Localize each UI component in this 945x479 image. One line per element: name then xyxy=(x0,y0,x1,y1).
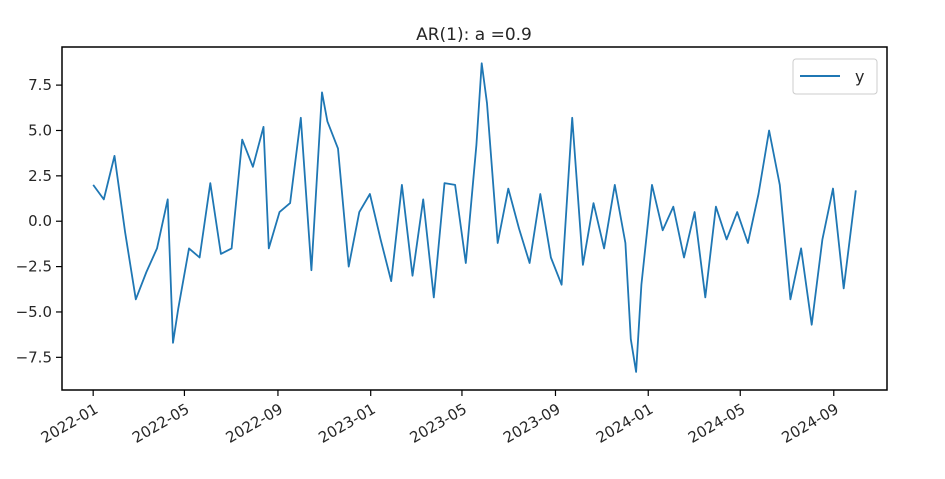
series-line-y xyxy=(92,62,857,373)
x-tick-label: 2024-01 xyxy=(593,400,656,447)
x-tick-label: 2024-09 xyxy=(778,400,841,447)
x-tick-label: 2022-05 xyxy=(129,400,192,447)
legend-label-y: y xyxy=(855,67,864,86)
y-tick-label: −5.0 xyxy=(16,303,52,321)
y-tick-label: 5.0 xyxy=(28,121,52,139)
x-tick-label: 2024-05 xyxy=(685,400,748,447)
x-tick-label: 2022-01 xyxy=(38,400,101,447)
y-tick-label: −7.5 xyxy=(16,348,52,366)
y-tick-label: 0.0 xyxy=(28,212,52,230)
x-tick-label: 2023-01 xyxy=(315,400,378,447)
chart-title: AR(1): a =0.9 xyxy=(416,25,532,45)
x-tick-label: 2023-05 xyxy=(407,400,470,447)
x-tick-label: 2022-09 xyxy=(223,400,286,447)
series-layer xyxy=(92,62,857,373)
y-axis: 7.5 5.0 2.5 0.0 −2.5 −5.0 −7.5 xyxy=(16,76,62,366)
x-axis: 2022-01 2022-05 2022-09 2023-01 2023-05 2023-… xyxy=(38,390,842,447)
y-tick-label: 2.5 xyxy=(28,167,52,185)
plot-area xyxy=(61,46,888,391)
y-tick-label: 7.5 xyxy=(28,76,52,94)
x-tick-label: 2023-09 xyxy=(500,400,563,447)
y-tick-label: −2.5 xyxy=(16,258,52,276)
legend: y xyxy=(792,58,878,95)
